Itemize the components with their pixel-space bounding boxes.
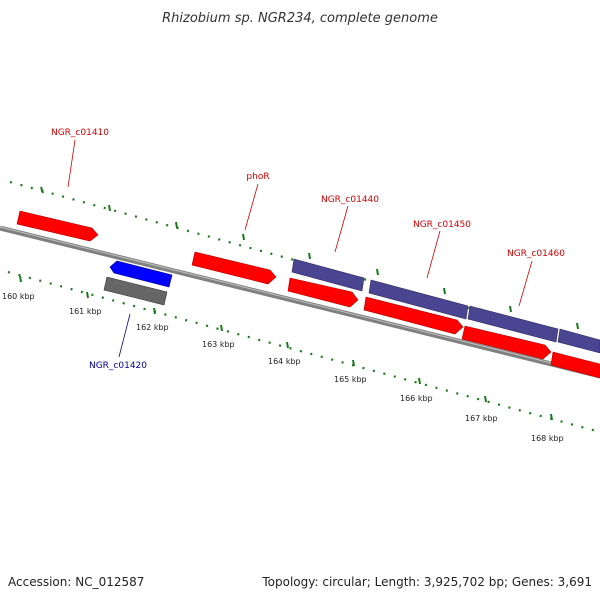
gene-label-ngr-c01440[interactable]: NGR_c01440 (321, 195, 379, 205)
accession-text: Accession: NC_012587 (8, 575, 144, 589)
tick-label: 160 kbp (2, 292, 35, 301)
gene-arrow-phor[interactable] (191, 251, 277, 285)
inner-major-ticks (19, 275, 553, 421)
gene-arrow-ngr-c01460[interactable] (461, 325, 552, 360)
genome-summary-text: Topology: circular; Length: 3,925,702 bp… (261, 575, 592, 589)
gene-arrow-ngr-c01440[interactable] (287, 277, 359, 308)
leader-lines (67, 139, 533, 358)
tick-label: 163 kbp (202, 340, 235, 349)
inner-tick-ring (7, 270, 600, 434)
leader-line-ngr-c01450 (426, 230, 441, 279)
scale-labels: 160 kbp 161 kbp 162 kbp 163 kbp 164 kbp … (2, 292, 564, 443)
genome-backbone (0, 225, 600, 379)
leader-line-ngr-c01440 (334, 205, 349, 253)
outer-tick-ring (9, 180, 600, 346)
gene-label-ngr-c01410[interactable]: NGR_c01410 (51, 128, 109, 138)
gene-arrow-ngr-c01450[interactable] (363, 296, 464, 335)
gene-label-ngr-c01460[interactable]: NGR_c01460 (507, 249, 565, 259)
tick-label: 164 kbp (268, 357, 301, 366)
feature-bars (291, 258, 600, 354)
leader-line-ngr-c01460 (518, 260, 533, 307)
gene-arrow-partial[interactable] (550, 351, 600, 379)
tick-label: 162 kbp (136, 323, 169, 332)
leader-line-phor (244, 183, 259, 231)
pseudogene-bar[interactable] (103, 276, 168, 306)
feature-bar-ngr-c01440[interactable] (291, 258, 365, 292)
gene-arrow-ngr-c01410[interactable] (16, 210, 99, 242)
tick-label: 167 kbp (465, 414, 498, 423)
tick-label: 168 kbp (531, 434, 564, 443)
tick-label: 161 kbp (69, 307, 102, 316)
feature-bar-ngr-c01460[interactable] (467, 305, 559, 343)
map-title: Rhizobium sp. NGR234, complete genome (162, 11, 438, 26)
feature-bar-partial[interactable] (557, 328, 600, 354)
tick-label: 166 kbp (400, 394, 433, 403)
gene-label-phor[interactable]: phoR (246, 172, 269, 182)
leader-line-ngr-c01410 (67, 139, 76, 188)
outer-major-ticks (40, 186, 579, 330)
tick-label: 165 kbp (334, 375, 367, 384)
feature-bar-ngr-c01450[interactable] (368, 279, 469, 320)
gene-arrow-ngr-c01420[interactable] (109, 260, 173, 288)
leader-line-ngr-c01420 (118, 313, 131, 358)
gene-label-ngr-c01450[interactable]: NGR_c01450 (413, 220, 471, 230)
reverse-genes (103, 260, 173, 306)
forward-genes (16, 210, 600, 379)
gene-labels: NGR_c01410 phoR NGR_c01440 NGR_c01450 NG… (51, 128, 565, 371)
gene-label-ngr-c01420[interactable]: NGR_c01420 (89, 361, 147, 371)
